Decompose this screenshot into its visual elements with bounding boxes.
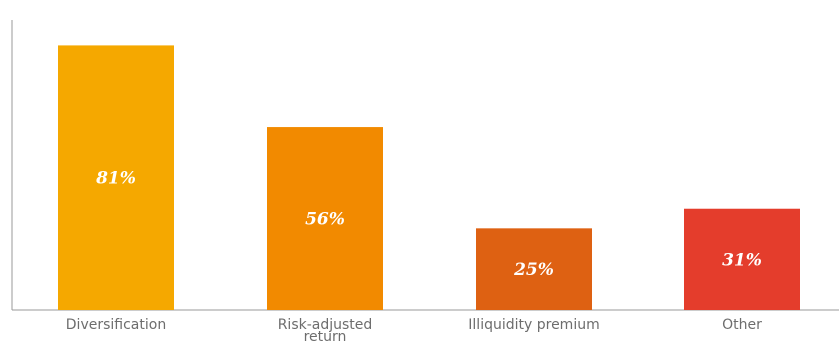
bar-1	[58, 45, 174, 311]
category-label-4: Other	[722, 317, 762, 333]
bar-2	[267, 127, 383, 310]
value-label-3: 25%	[513, 260, 554, 280]
category-label-2: Risk-adjusted return	[278, 317, 373, 345]
value-label-1: 81%	[95, 169, 136, 189]
category-label-1: Diversification	[66, 317, 166, 333]
bars-group	[58, 45, 800, 311]
category-labels-group: Diversification Risk-adjusted return Illiqu…	[66, 317, 762, 345]
bar-4	[684, 208, 800, 310]
bar-3	[476, 228, 592, 310]
value-labels-group: 81% 56% 25% 31%	[95, 169, 762, 280]
value-label-2: 56%	[305, 210, 345, 230]
value-label-4: 31%	[722, 250, 762, 270]
category-label-3: Illiquidity premium	[468, 317, 599, 333]
